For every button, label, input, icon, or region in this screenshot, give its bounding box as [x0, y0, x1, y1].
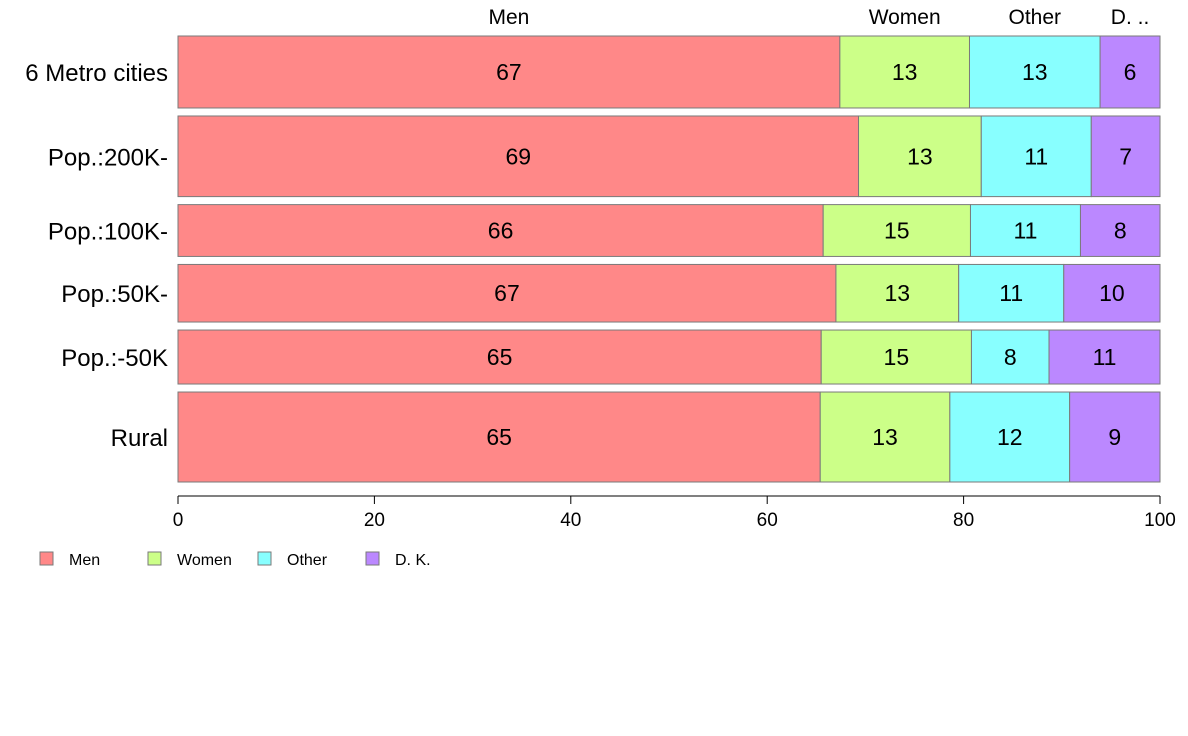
bar-pop-100k-men — [177, 204, 824, 257]
top-series-labels-group: Men Women Other D. .. — [489, 6, 1150, 29]
x-tick-label-0: 0 — [173, 510, 184, 531]
x-tick-label-20: 20 — [364, 510, 385, 531]
x-axis: 0 20 40 60 80 100 — [173, 495, 1176, 531]
value-label-6-metro-cities-other: 13 — [1022, 59, 1048, 85]
value-label-pop-100k-women: 15 — [884, 218, 910, 244]
x-tick-label-80: 80 — [953, 510, 974, 531]
value-label-rural-d-k: 9 — [1108, 424, 1121, 450]
bar-pop-50k-men — [177, 329, 822, 385]
bar-6-metro-cities-d-k — [1099, 35, 1161, 109]
value-label-pop-50k-d-k: 11 — [1093, 344, 1117, 370]
legend-swatch-women — [147, 551, 162, 566]
legend-swatch-other — [257, 551, 272, 566]
value-label-pop-50k-other: 11 — [999, 280, 1023, 306]
value-label-pop-50k-men: 67 — [494, 280, 520, 306]
value-label-pop-50k-other: 8 — [1004, 344, 1017, 370]
value-label-pop-200k-other: 11 — [1024, 143, 1048, 169]
category-label-pop-100k: Pop.:100K- — [48, 219, 168, 246]
legend-swatch-men — [39, 551, 54, 566]
value-label-rural-other: 12 — [997, 424, 1023, 450]
bar-rural-women — [819, 391, 951, 483]
bar-pop-50k-men — [177, 263, 837, 323]
value-label-pop-100k-d-k: 8 — [1114, 218, 1127, 244]
bar-6-metro-cities-other — [968, 35, 1101, 109]
category-labels-group: 6 Metro cities Pop.:200K- Pop.:100K- Pop.:5… — [25, 60, 168, 452]
bar-rural-men — [177, 391, 821, 483]
category-label-pop-200k: Pop.:200K- — [48, 144, 168, 171]
bars-group — [177, 35, 1161, 483]
legend-swatch-d-k — [365, 551, 380, 566]
bar-pop-200k-women — [858, 115, 982, 198]
bar-pop-50k-other — [970, 329, 1050, 385]
x-tick-label-60: 60 — [757, 510, 778, 531]
value-label-pop-50k-women: 13 — [885, 280, 911, 306]
legend-label-d-k: D. K. — [395, 552, 431, 569]
bar-pop-200k-other — [980, 115, 1092, 198]
category-label-pop-50k: Pop.:-50K — [61, 345, 168, 372]
legend-label-other: Other — [287, 552, 328, 569]
value-label-pop-100k-other: 11 — [1014, 218, 1038, 244]
x-tick-label-40: 40 — [560, 510, 581, 531]
bar-pop-100k-d-k — [1079, 204, 1161, 257]
value-label-pop-50k-d-k: 10 — [1099, 280, 1125, 306]
value-label-6-metro-cities-d-k: 6 — [1124, 59, 1137, 85]
category-label-rural: Rural — [111, 425, 168, 452]
bar-pop-200k-men — [177, 115, 860, 198]
bar-rural-other — [949, 391, 1071, 483]
legend-label-women: Women — [177, 552, 232, 569]
value-label-pop-200k-d-k: 7 — [1119, 143, 1132, 169]
bar-6-metro-cities-women — [839, 35, 970, 109]
top-label-women: Women — [869, 6, 941, 29]
legend-label-men: Men — [69, 552, 100, 569]
bar-pop-50k-women — [820, 329, 972, 385]
bar-pop-100k-women — [822, 204, 971, 257]
value-label-pop-50k-men: 65 — [487, 344, 513, 370]
bar-pop-200k-d-k — [1090, 115, 1161, 198]
bar-6-metro-cities-men — [177, 35, 841, 109]
x-tick-label-100: 100 — [1144, 510, 1176, 531]
value-label-rural-men: 65 — [486, 424, 512, 450]
value-label-6-metro-cities-women: 13 — [892, 59, 918, 85]
category-label-6-metro-cities: 6 Metro cities — [25, 60, 168, 87]
legend: Men Women Other D. K. — [39, 551, 431, 569]
bar-pop-50k-women — [835, 263, 960, 323]
category-label-pop-50k: Pop.:50K- — [61, 281, 168, 308]
value-label-pop-200k-women: 13 — [907, 143, 933, 169]
bar-pop-50k-d-k — [1063, 263, 1161, 323]
top-label-d-k: D. .. — [1111, 6, 1150, 29]
top-label-other: Other — [1009, 6, 1062, 29]
value-label-6-metro-cities-men: 67 — [496, 59, 522, 85]
bar-pop-50k-d-k — [1048, 329, 1161, 385]
top-label-men: Men — [489, 6, 530, 29]
bar-rural-d-k — [1069, 391, 1161, 483]
value-label-rural-women: 13 — [872, 424, 898, 450]
value-label-pop-50k-women: 15 — [884, 344, 910, 370]
value-label-pop-100k-men: 66 — [488, 218, 514, 244]
value-label-pop-200k-men: 69 — [505, 143, 531, 169]
